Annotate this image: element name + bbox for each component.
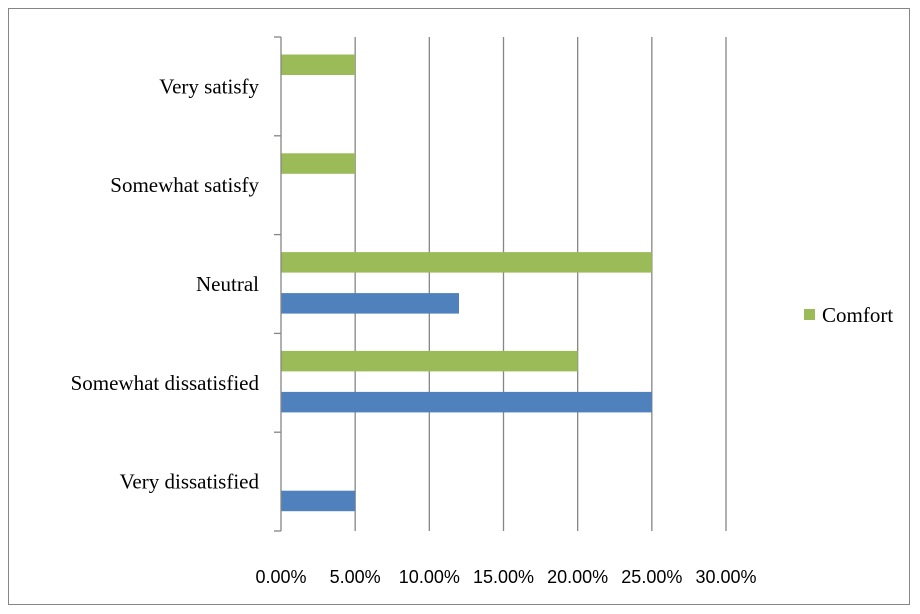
x-tick-label: 25.00% — [621, 567, 682, 587]
grid-lines — [354, 37, 727, 531]
x-tick-label: 20.00% — [547, 567, 608, 587]
category-label: Very satisfy — [159, 74, 259, 98]
bar-comfort — [281, 350, 578, 372]
bar-comfort — [281, 252, 652, 273]
bar-series-2 — [281, 490, 356, 512]
category-label: Very dissatisfied — [120, 470, 260, 494]
legend: Comfort — [804, 303, 893, 327]
x-tick-label: 10.00% — [399, 567, 460, 587]
legend-swatch-comfort — [804, 309, 815, 320]
bar-comfort — [281, 54, 356, 75]
x-tick-label: 0.00% — [255, 567, 306, 587]
x-tick-labels: 0.00% 5.00% 10.00% 15.00% 20.00% 25.00% 30.00% — [255, 567, 756, 587]
category-label: Somewhat dissatisfied — [71, 371, 260, 395]
bar-series-2 — [281, 293, 459, 314]
category-label: Somewhat satisfy — [110, 173, 259, 197]
x-tick-label: 30.00% — [695, 567, 756, 587]
bar-series-2 — [281, 391, 652, 413]
x-tick-label: 5.00% — [330, 567, 381, 587]
category-labels: Very satisfy Somewhat satisfy Neutral Somew… — [71, 74, 260, 493]
bar-comfort — [281, 153, 356, 174]
category-label: Neutral — [196, 272, 259, 296]
x-tick-label: 15.00% — [473, 567, 534, 587]
legend-label-comfort: Comfort — [822, 303, 893, 327]
axes — [274, 36, 282, 532]
bars — [281, 54, 652, 512]
